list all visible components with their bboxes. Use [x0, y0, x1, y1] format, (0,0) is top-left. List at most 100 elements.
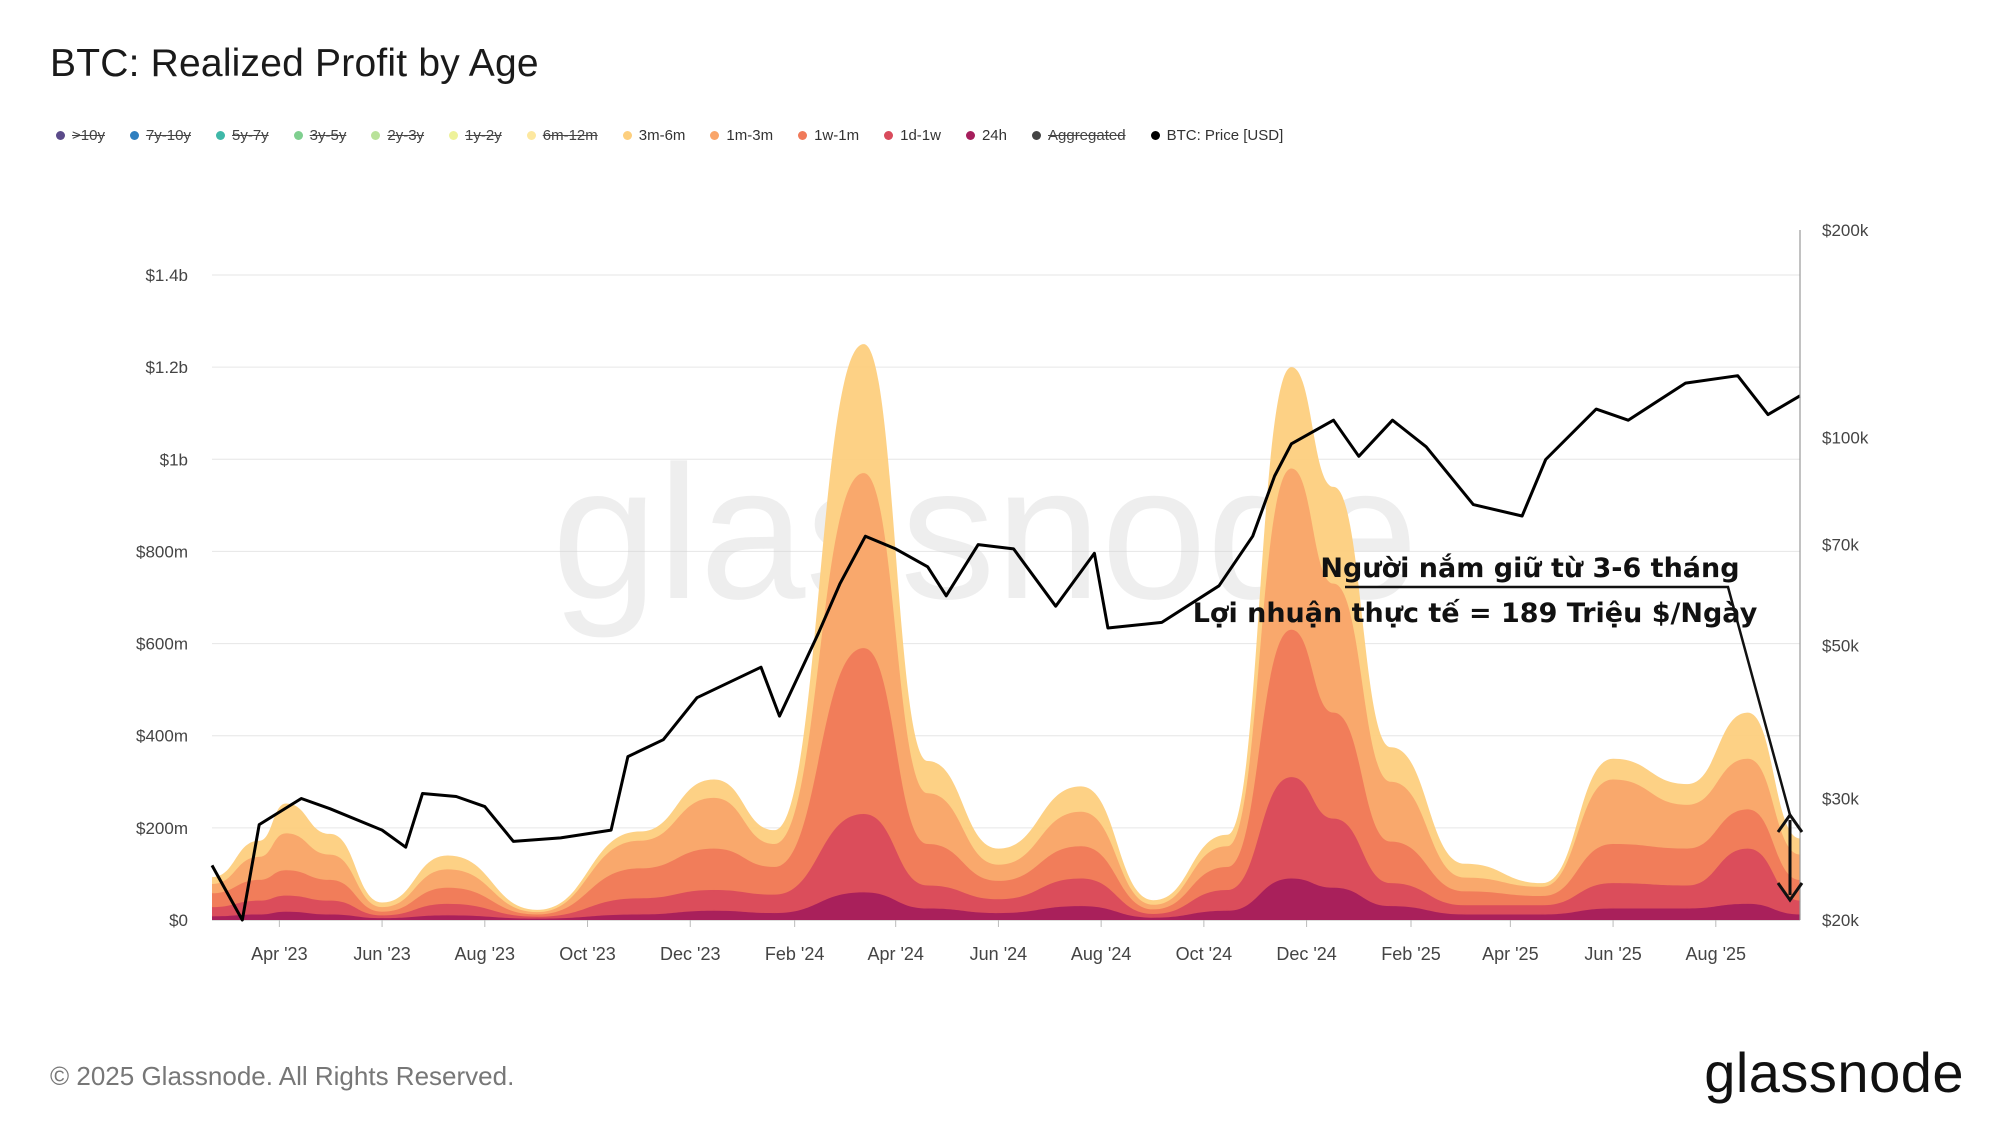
area-point [1079, 877, 1082, 880]
area-point [1541, 904, 1544, 907]
area-point [258, 899, 261, 902]
legend-label: >10y [72, 127, 105, 144]
area-point [328, 913, 331, 916]
legend-item[interactable]: BTC: Price [USD] [1150, 127, 1283, 144]
area-point [1686, 783, 1689, 786]
legend-label: 3m-6m [638, 127, 686, 144]
x-tick-label: Apr '24 [867, 944, 923, 964]
legend-item[interactable]: 6m-12m [526, 127, 598, 144]
legend-dot-icon [449, 131, 459, 140]
area-point [446, 868, 449, 871]
area-point [997, 912, 1000, 915]
y-left-tick-label: $400m [136, 727, 188, 746]
legend-item[interactable]: >10y [56, 127, 105, 144]
legend-item[interactable]: 24h [965, 127, 1007, 144]
legend-dot-icon [56, 131, 65, 140]
legend-item[interactable]: 1d-1w [884, 127, 941, 144]
legend-label: 1w-1m [814, 127, 860, 144]
area-point [862, 813, 865, 816]
x-tick-label: Aug '23 [455, 944, 516, 964]
legend-dot-icon [622, 131, 632, 140]
area-point [1612, 778, 1615, 781]
legend-item[interactable]: 5y-7y [215, 127, 269, 144]
area-point [862, 343, 865, 346]
y-right-tick-label: $100k [1822, 429, 1869, 448]
area-point [381, 901, 384, 904]
y-right-tick-label: $20k [1822, 911, 1859, 930]
legend-dot-icon [965, 131, 975, 140]
area-point [381, 914, 384, 917]
area-point [926, 907, 929, 910]
annotation-leader-line [1345, 585, 1792, 816]
y-left-tick-label: $1.2b [145, 358, 188, 377]
legend-label: 5y-7y [231, 127, 269, 144]
area-point [536, 917, 539, 920]
area-series-3m-6m [212, 344, 1800, 920]
legend-label: 24h [981, 127, 1007, 144]
legend-item[interactable]: 3m-6m [622, 127, 686, 144]
area-point [773, 893, 776, 896]
area-point [1152, 916, 1155, 919]
area-series-1m-3m [212, 468, 1800, 920]
legend-dot-icon [371, 131, 381, 140]
legend-label: Aggregated [1048, 127, 1126, 144]
area-point [1389, 905, 1392, 908]
area-point [1290, 776, 1293, 779]
area-point [773, 829, 776, 832]
y-left-tick-label: $800m [136, 542, 188, 561]
area-point [381, 910, 384, 913]
area-series-1w-1m [212, 629, 1800, 920]
legend-item[interactable]: 1y-2y [449, 127, 502, 144]
area-point [712, 778, 715, 781]
area-point [638, 830, 641, 833]
area-point [1332, 711, 1335, 714]
annotation-line2: Lợi nhuận thực tế = 189 Triệu $/Ngày [1193, 598, 1758, 629]
area-point [1746, 711, 1749, 714]
area-point [712, 889, 715, 892]
area-point [1290, 877, 1293, 880]
area-point [638, 913, 641, 916]
x-tick-label: Oct '24 [1176, 944, 1232, 964]
legend-item[interactable]: Aggregated [1032, 127, 1126, 144]
area-point [712, 909, 715, 912]
area-point [211, 883, 214, 886]
area-point [1686, 907, 1689, 910]
legend-item[interactable]: 2y-3y [371, 127, 424, 144]
area-point [211, 892, 214, 895]
area-point [1541, 882, 1544, 885]
legend-item[interactable]: 7y-10y [129, 127, 191, 144]
legend-dot-icon [129, 131, 139, 140]
legend-dot-icon [710, 131, 720, 140]
area-point [328, 832, 331, 835]
area-point [381, 906, 384, 909]
legend-item[interactable]: 3y-5y [293, 127, 346, 144]
area-point [328, 853, 331, 856]
area-point [258, 878, 261, 881]
area-point [926, 760, 929, 763]
legend-item[interactable]: 1m-3m [710, 127, 773, 144]
area-point [997, 847, 1000, 850]
legend-item[interactable]: 1w-1m [798, 127, 859, 144]
area-point [1079, 845, 1082, 848]
x-tick-label: Oct '23 [559, 944, 615, 964]
area-point [638, 867, 641, 870]
arrow-head-down-icon [1776, 882, 1804, 903]
area-point [1152, 903, 1155, 906]
x-tick-label: Jun '25 [1584, 944, 1641, 964]
area-point [862, 647, 865, 650]
legend-dot-icon [293, 131, 303, 140]
area-point [1686, 847, 1689, 850]
area-point [328, 899, 331, 902]
glassnode-logo: glassnode [1704, 1041, 1964, 1104]
x-tick-label: Jun '23 [353, 944, 410, 964]
area-point [638, 839, 641, 842]
x-tick-label: Dec '24 [1276, 944, 1336, 964]
area-point [773, 912, 776, 915]
area-point [1332, 886, 1335, 889]
area-point [712, 847, 715, 850]
x-tick-label: Apr '25 [1482, 944, 1538, 964]
area-point [1463, 913, 1466, 916]
price-line-group [210, 374, 1801, 922]
area-point [1612, 907, 1615, 910]
